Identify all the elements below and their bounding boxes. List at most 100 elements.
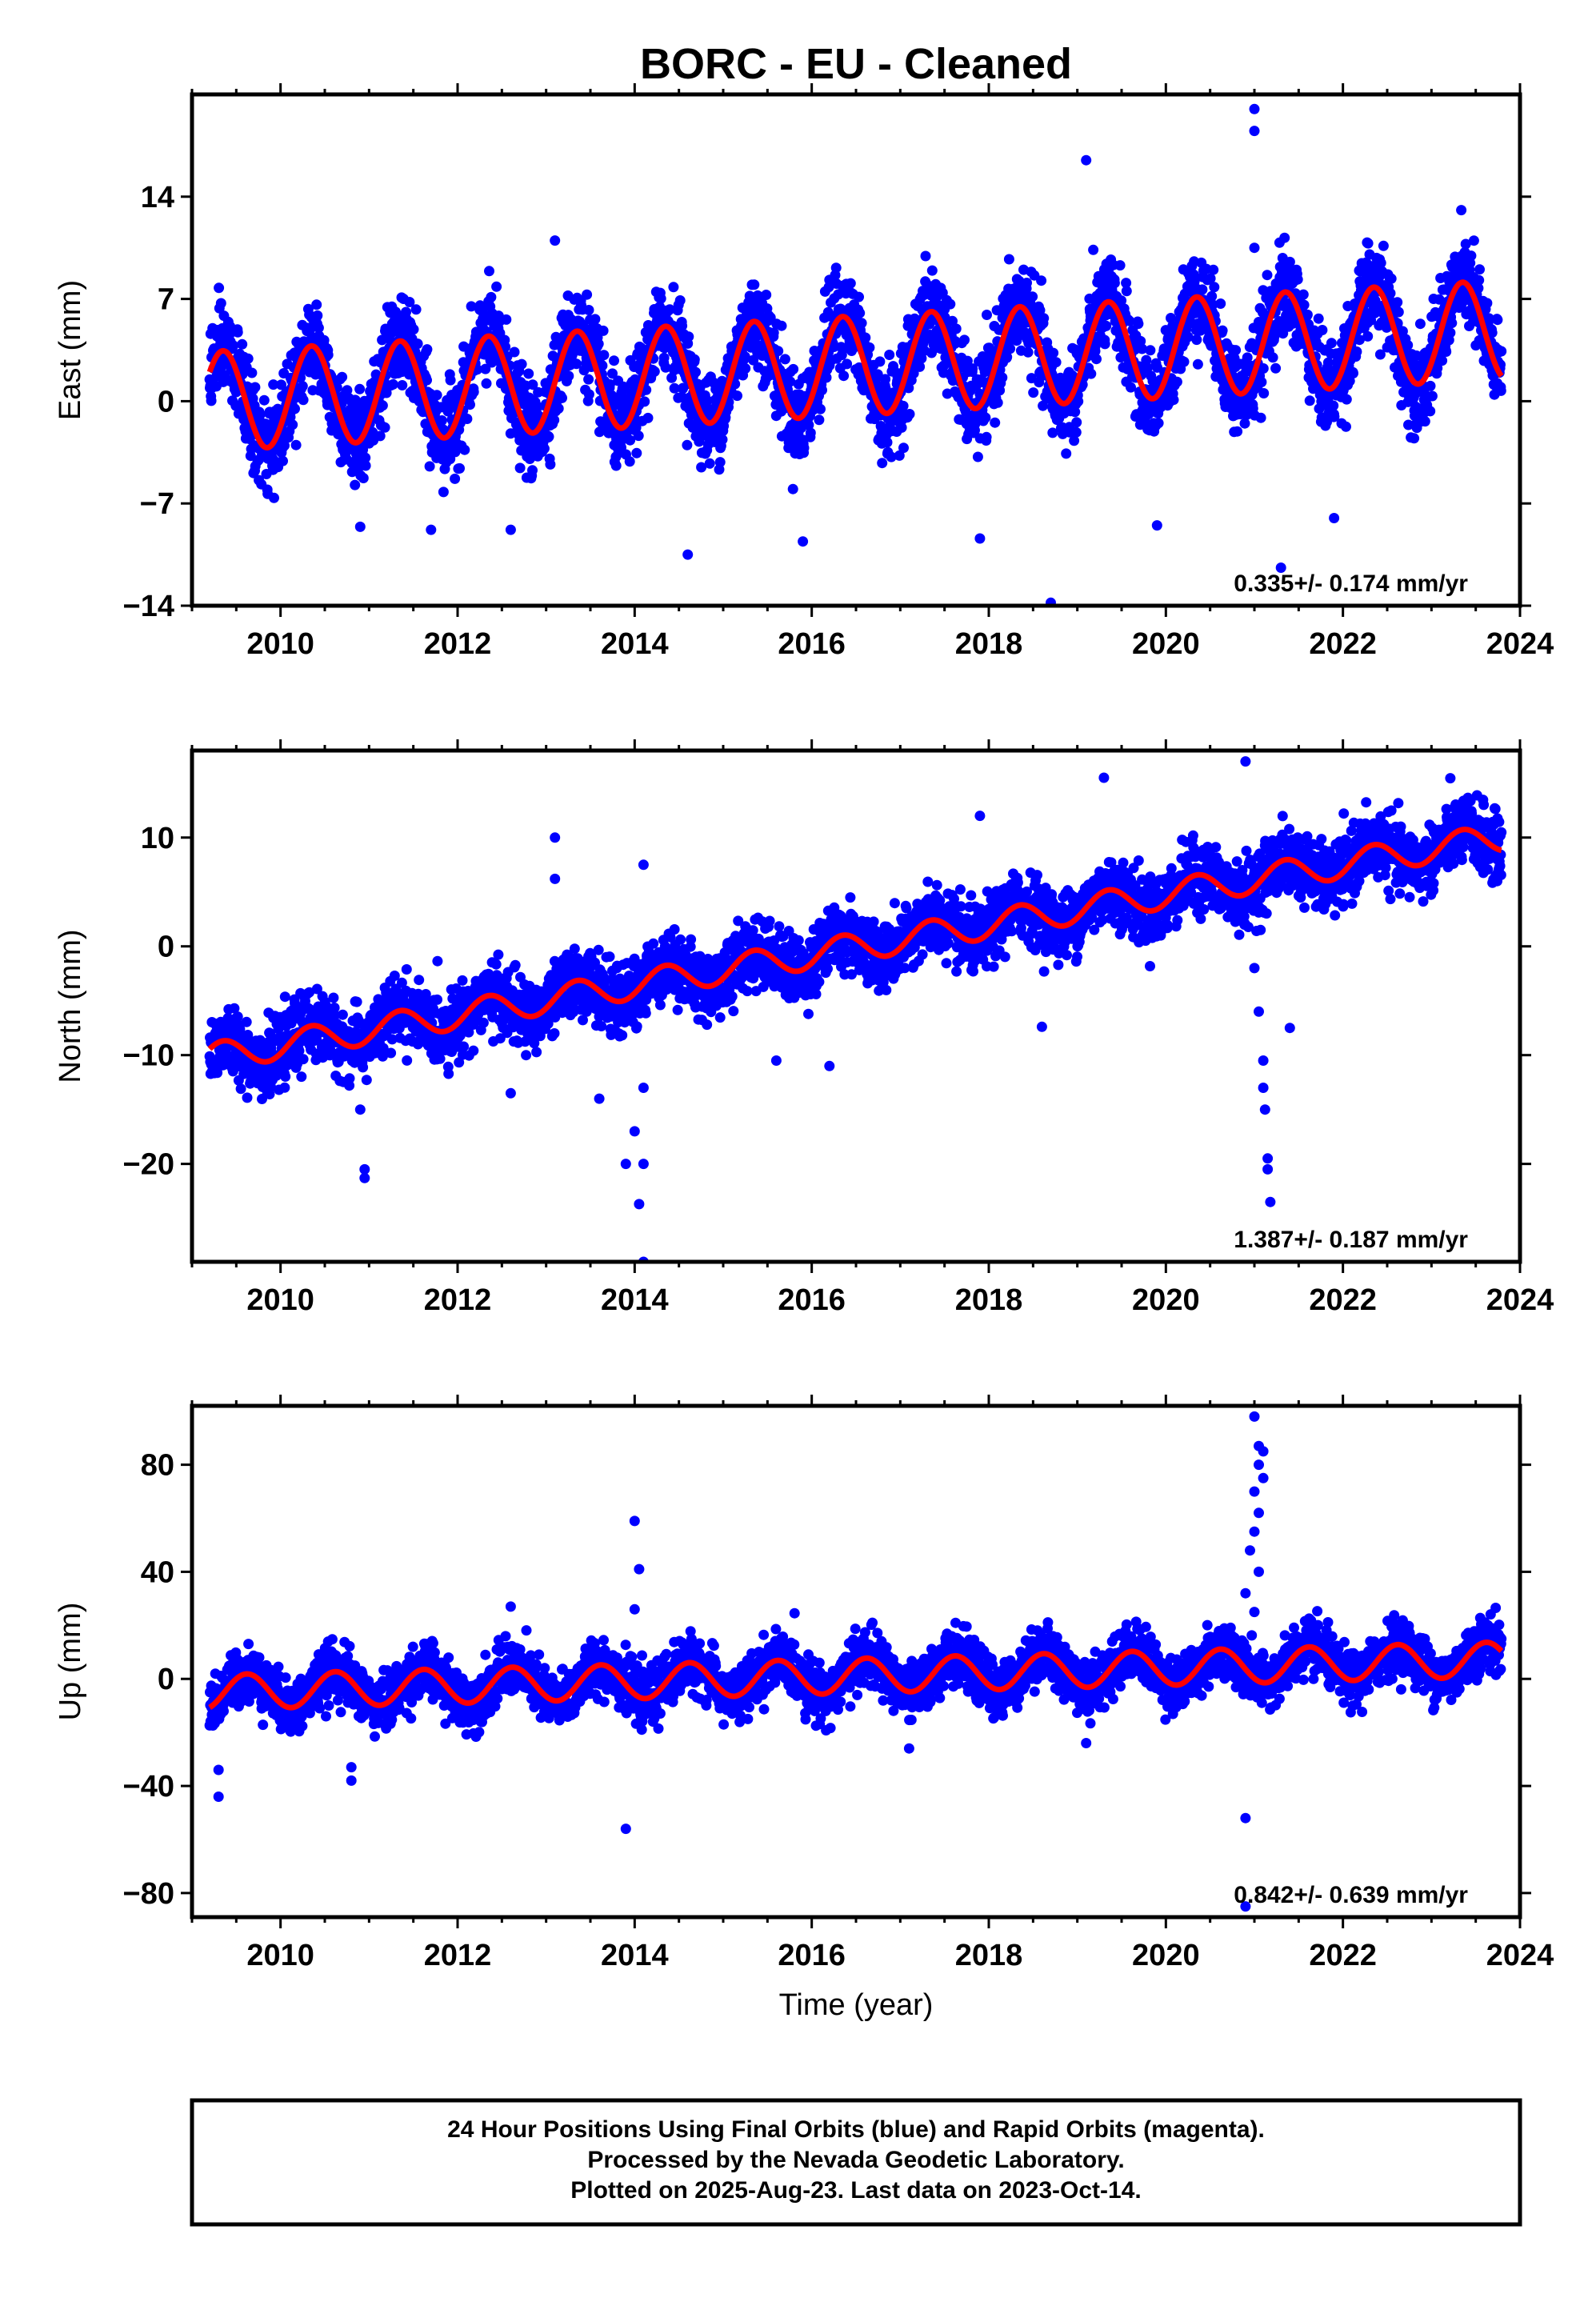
east-point bbox=[740, 363, 751, 374]
north-point bbox=[414, 975, 425, 986]
north-point bbox=[311, 983, 322, 995]
east-point bbox=[1419, 416, 1430, 427]
east-point bbox=[228, 340, 239, 351]
east-point bbox=[1492, 314, 1503, 326]
east-point bbox=[583, 374, 594, 385]
east-point bbox=[981, 431, 992, 442]
east-point bbox=[838, 370, 850, 382]
east-point bbox=[1036, 275, 1047, 286]
east-point bbox=[860, 332, 871, 343]
east-point bbox=[342, 385, 353, 396]
east-point bbox=[484, 266, 494, 277]
east-outlier-point bbox=[682, 549, 694, 560]
east-point bbox=[1073, 396, 1084, 407]
east-point bbox=[821, 372, 832, 383]
east-point bbox=[631, 447, 642, 458]
east-point bbox=[1354, 334, 1365, 346]
east-point bbox=[877, 458, 888, 469]
east-point bbox=[1005, 343, 1016, 354]
east-point bbox=[926, 265, 938, 276]
east-point bbox=[854, 307, 866, 318]
east-point bbox=[358, 473, 369, 483]
east-point bbox=[1496, 346, 1507, 357]
north-point bbox=[337, 1009, 348, 1020]
east-point bbox=[1121, 286, 1132, 297]
east-point bbox=[450, 473, 461, 484]
east-point bbox=[982, 310, 992, 320]
east-point bbox=[972, 451, 983, 462]
east-point bbox=[1022, 278, 1032, 288]
east-point bbox=[1362, 330, 1374, 342]
east-point bbox=[290, 403, 300, 414]
east-point bbox=[1099, 338, 1110, 350]
north-point bbox=[329, 1003, 340, 1013]
east-point bbox=[874, 356, 886, 367]
east-point bbox=[1437, 355, 1448, 366]
east-point bbox=[298, 394, 309, 406]
east-point bbox=[1425, 380, 1436, 391]
east-point bbox=[761, 290, 772, 300]
east-point bbox=[945, 298, 956, 310]
east-point bbox=[1022, 346, 1034, 358]
east-x-tick-label: 2012 bbox=[424, 627, 492, 661]
east-point bbox=[682, 439, 693, 450]
east-point bbox=[702, 395, 713, 406]
east-point bbox=[1456, 205, 1467, 216]
east-point bbox=[237, 338, 248, 350]
east-point bbox=[287, 419, 298, 430]
east-point bbox=[642, 412, 654, 423]
east-point bbox=[668, 282, 679, 293]
east-point bbox=[1242, 352, 1253, 363]
east-point bbox=[571, 358, 582, 370]
east-point bbox=[278, 455, 288, 466]
east-point bbox=[232, 326, 243, 338]
east-point bbox=[1378, 240, 1389, 251]
east-point bbox=[1232, 426, 1243, 437]
east-point bbox=[880, 374, 891, 385]
east-point bbox=[660, 362, 671, 373]
east-point bbox=[992, 397, 1003, 408]
east-point bbox=[896, 422, 907, 433]
east-point bbox=[1473, 282, 1484, 294]
east-point bbox=[538, 443, 550, 454]
chart-title: BORC - EU - Cleaned bbox=[640, 40, 1072, 88]
east-point bbox=[845, 278, 856, 289]
east-point bbox=[404, 297, 415, 307]
east-point bbox=[1402, 339, 1414, 350]
east-point bbox=[1038, 313, 1050, 324]
east-point bbox=[312, 310, 323, 321]
north-point bbox=[279, 991, 290, 1003]
east-point bbox=[1047, 427, 1058, 438]
east-point bbox=[1298, 289, 1309, 300]
east-point bbox=[465, 399, 475, 410]
east-point bbox=[776, 320, 787, 331]
east-point bbox=[1386, 273, 1397, 284]
east-outlier-point bbox=[744, 290, 755, 302]
east-point bbox=[276, 379, 286, 390]
east-point bbox=[1133, 318, 1144, 330]
east-point bbox=[669, 382, 680, 394]
east-point bbox=[1441, 346, 1452, 357]
east-outlier-point bbox=[1151, 520, 1162, 531]
east-point bbox=[914, 361, 926, 372]
east-point bbox=[1270, 362, 1282, 374]
east-point bbox=[377, 400, 388, 411]
north-point bbox=[401, 964, 412, 975]
east-y-tick-label: 0 bbox=[158, 385, 174, 418]
east-outlier-point bbox=[930, 278, 942, 290]
east-point bbox=[689, 354, 700, 365]
east-point bbox=[1474, 264, 1485, 275]
east-point bbox=[828, 342, 839, 352]
east-fit-line bbox=[206, 279, 1504, 450]
east-point bbox=[1326, 338, 1337, 349]
east-point bbox=[1028, 387, 1039, 398]
east-point bbox=[1124, 315, 1135, 326]
east-point bbox=[959, 334, 970, 346]
east-point bbox=[768, 327, 779, 338]
east-point bbox=[290, 439, 302, 450]
east-point bbox=[704, 458, 715, 469]
east-point bbox=[683, 331, 694, 342]
east-point bbox=[1304, 395, 1315, 406]
east-outlier-point bbox=[974, 533, 986, 544]
east-point bbox=[625, 434, 636, 446]
